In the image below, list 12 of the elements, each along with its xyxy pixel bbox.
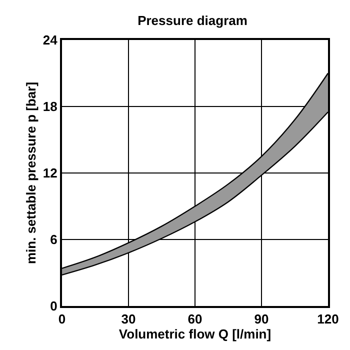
y-axis-title: min. settable pressure p [bar]	[23, 82, 38, 264]
x-tick-label: 30	[121, 312, 136, 327]
y-tick-label: 6	[50, 232, 58, 248]
x-axis-title: Volumetric flow Q [l/min]	[118, 326, 272, 342]
y-tick-label: 24	[42, 32, 58, 48]
x-tick-label: 90	[254, 312, 269, 327]
x-tick-label: 60	[188, 312, 202, 327]
x-tick-label: 120	[317, 312, 339, 327]
y-tick-label: 18	[42, 99, 58, 114]
chart-title: Pressure diagram	[138, 12, 248, 28]
y-tick-label: 0	[50, 298, 58, 314]
y-tick-label: 12	[42, 166, 58, 181]
